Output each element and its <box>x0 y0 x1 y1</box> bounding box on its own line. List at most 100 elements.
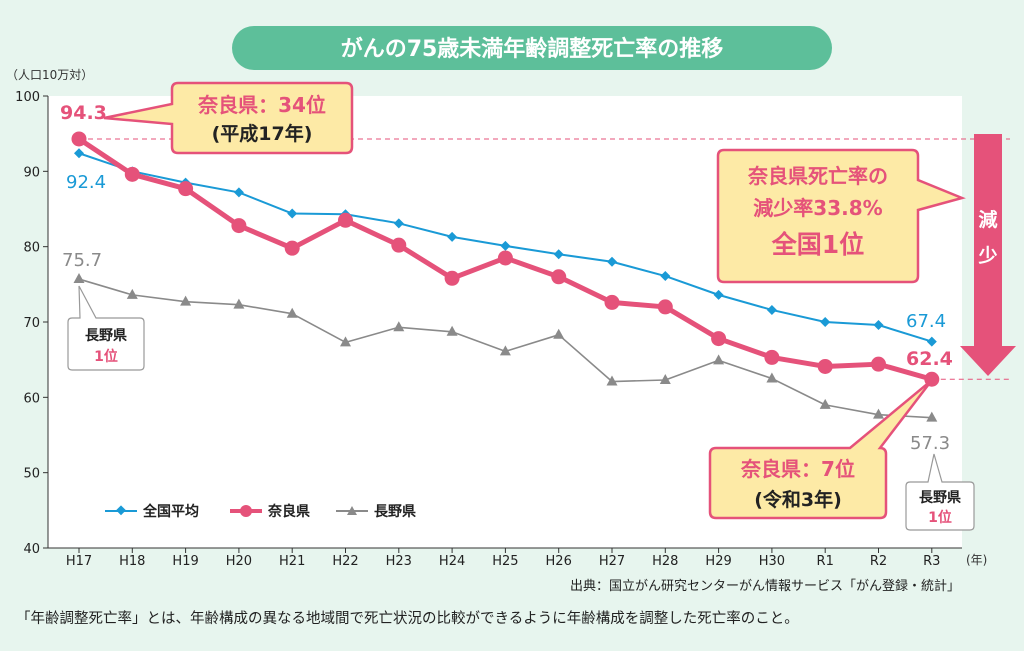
x-unit-label: (年) <box>966 553 987 567</box>
callout-nagano-2005-line1: 長野県 <box>85 328 127 344</box>
data-point-nagano <box>73 273 85 284</box>
x-tick-label: R3 <box>923 554 940 569</box>
data-point-national <box>233 187 244 198</box>
footnote: 「年齢調整死亡率」とは、年齢構成の異なる地域間で死亡状況の比較ができるように年齢… <box>16 609 799 627</box>
callout-nagano-2005-line2: 1位 <box>94 348 118 365</box>
data-point-nagano <box>340 336 351 347</box>
data-point-national <box>74 148 84 159</box>
callout-nara-decline: 奈良県死亡率の 減少率33.8% 全国1位 <box>716 148 966 284</box>
callout-nara-2005-bubble <box>103 81 354 155</box>
legend-nagano-marker <box>347 506 357 515</box>
y-tick-label: 90 <box>23 165 40 180</box>
callout-nara-2021-line2: (令和3年) <box>754 488 842 511</box>
callout-nagano-2021-line2: 1位 <box>928 509 952 526</box>
data-point-nara <box>178 181 194 197</box>
callout-nara-2021-bubble <box>708 379 933 520</box>
callout-nagano-2021-bubble <box>905 453 975 531</box>
data-point-nagano <box>926 411 938 422</box>
x-tick-label: R2 <box>870 554 887 569</box>
source-note: 出典：国立がん研究センターがん情報サービス「がん登録・統計」 <box>570 578 960 594</box>
y-unit-label: （人口10万対） <box>6 68 93 82</box>
x-tick-label: H21 <box>279 554 305 569</box>
title-pill <box>232 26 832 70</box>
data-point-nara <box>711 331 727 347</box>
data-point-nara <box>124 166 140 182</box>
data-point-national <box>820 317 831 327</box>
axes: 40 50 60 70 80 90 100 H17 H18 H19 H20 H21 H22 H23 H24 H… <box>15 90 962 569</box>
callout-nara-2021-line1: 奈良県：7位 <box>740 457 855 481</box>
data-point-nagano <box>873 408 884 419</box>
title-banner: がんの75歳未満年齢調整死亡率の推移 <box>232 26 832 70</box>
x-tick-label: H28 <box>652 554 678 569</box>
callout-nara-decline-line1: 奈良県死亡率の <box>747 164 888 188</box>
x-tick-label: H17 <box>66 554 92 569</box>
callout-nagano-2021-line1: 長野県 <box>919 490 961 506</box>
callout-nara-decline-line3: 全国1位 <box>771 230 864 259</box>
callout-nara-decline-line2: 減少率33.8% <box>753 196 882 220</box>
data-point-nagano <box>393 321 405 332</box>
callout-nagano-2005-bubble <box>67 285 145 371</box>
data-point-nara <box>71 131 87 147</box>
y-tick-label: 50 <box>23 467 40 482</box>
series-layer <box>71 131 940 422</box>
y-tick-label: 70 <box>23 316 40 331</box>
data-point-nara <box>551 269 567 285</box>
data-point-nagano <box>659 374 671 385</box>
data-point-nara <box>871 356 886 372</box>
x-tick-label: H22 <box>332 554 358 569</box>
data-point-nara <box>338 212 353 228</box>
y-tick-label: 80 <box>23 241 40 256</box>
callout-nara-2005: 奈良県：34位 (平成17年) <box>103 81 354 155</box>
data-point-nagano <box>126 288 138 299</box>
national-end-value: 67.4 <box>906 311 946 332</box>
legend-nagano-label: 長野県 <box>374 504 416 520</box>
data-point-national <box>447 231 458 242</box>
x-tick-label: H26 <box>546 554 572 569</box>
data-point-nagano <box>233 298 245 309</box>
data-point-nagano <box>606 375 618 386</box>
decline-arrow-shape <box>960 134 1016 376</box>
legend-nara-label: 奈良県 <box>267 503 310 520</box>
x-tick-label: R1 <box>817 554 834 569</box>
data-point-national <box>287 208 298 219</box>
callout-nara-2021: 奈良県：7位 (令和3年) <box>708 379 933 520</box>
data-point-national <box>873 320 884 331</box>
data-point-nara <box>284 240 300 256</box>
nagano-end-value: 57.3 <box>910 433 950 454</box>
chart-title: がんの75歳未満年齢調整死亡率の推移 <box>341 36 724 62</box>
callout-nagano-2021: 長野県 1位 <box>905 453 975 531</box>
national-start-value: 92.4 <box>66 172 106 193</box>
data-point-nara <box>604 294 620 310</box>
data-point-nagano <box>286 307 298 318</box>
callout-nara-decline-bubble <box>716 148 966 284</box>
legend-nara-marker <box>240 505 252 517</box>
data-point-nara <box>497 250 513 266</box>
y-tick-label: 40 <box>23 542 40 557</box>
data-point-nara <box>231 218 247 234</box>
x-tick-label: H18 <box>119 554 145 569</box>
x-tick-label: H29 <box>705 554 731 569</box>
y-tick-label: 60 <box>23 391 40 406</box>
data-point-nara <box>444 270 460 286</box>
x-tick-label: H24 <box>439 554 465 569</box>
nagano-start-value: 75.7 <box>62 250 102 271</box>
x-tick-label: H30 <box>759 554 785 569</box>
data-point-nagano <box>499 345 511 356</box>
data-point-national <box>553 249 564 260</box>
data-point-nara <box>657 299 673 315</box>
data-point-nagano <box>819 398 831 409</box>
x-tick-label: H25 <box>492 554 518 569</box>
callout-nara-2005-line2: (平成17年) <box>212 122 313 145</box>
x-tick-label: H23 <box>386 554 412 569</box>
nara-start-value: 94.3 <box>60 102 107 124</box>
data-point-national <box>766 304 777 315</box>
data-point-national <box>393 218 404 229</box>
callout-nagano-2005: 長野県 1位 <box>67 285 145 371</box>
decline-arrow-label: 減少 <box>977 208 997 267</box>
decline-arrow: 減少 <box>960 134 1016 376</box>
nara-end-value: 62.4 <box>906 348 953 370</box>
legend-national-marker <box>116 505 126 516</box>
data-point-nagano <box>766 372 778 383</box>
legend: 全国平均 奈良県 長野県 <box>105 503 416 520</box>
